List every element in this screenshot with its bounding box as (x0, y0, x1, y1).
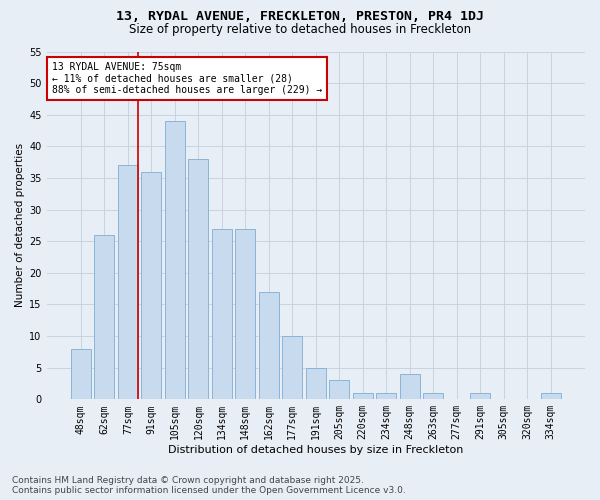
Text: 13, RYDAL AVENUE, FRECKLETON, PRESTON, PR4 1DJ: 13, RYDAL AVENUE, FRECKLETON, PRESTON, P… (116, 10, 484, 23)
Bar (259, 292, 279, 400)
Bar (423, 393, 443, 400)
Bar (353, 393, 373, 400)
Bar (142, 172, 161, 400)
Bar (376, 393, 396, 400)
Bar (188, 159, 208, 400)
Y-axis label: Number of detached properties: Number of detached properties (15, 144, 25, 308)
Text: Contains HM Land Registry data © Crown copyright and database right 2025.
Contai: Contains HM Land Registry data © Crown c… (12, 476, 406, 495)
Bar (94, 235, 115, 400)
X-axis label: Distribution of detached houses by size in Freckleton: Distribution of detached houses by size … (168, 445, 463, 455)
Bar (541, 393, 560, 400)
Bar (165, 121, 185, 400)
Bar (283, 336, 302, 400)
Bar (212, 228, 232, 400)
Bar (470, 393, 490, 400)
Bar (400, 374, 419, 400)
Text: 13 RYDAL AVENUE: 75sqm
← 11% of detached houses are smaller (28)
88% of semi-det: 13 RYDAL AVENUE: 75sqm ← 11% of detached… (52, 62, 322, 95)
Bar (71, 348, 91, 400)
Bar (329, 380, 349, 400)
Bar (235, 228, 256, 400)
Bar (118, 166, 138, 400)
Bar (306, 368, 326, 400)
Text: Size of property relative to detached houses in Freckleton: Size of property relative to detached ho… (129, 22, 471, 36)
